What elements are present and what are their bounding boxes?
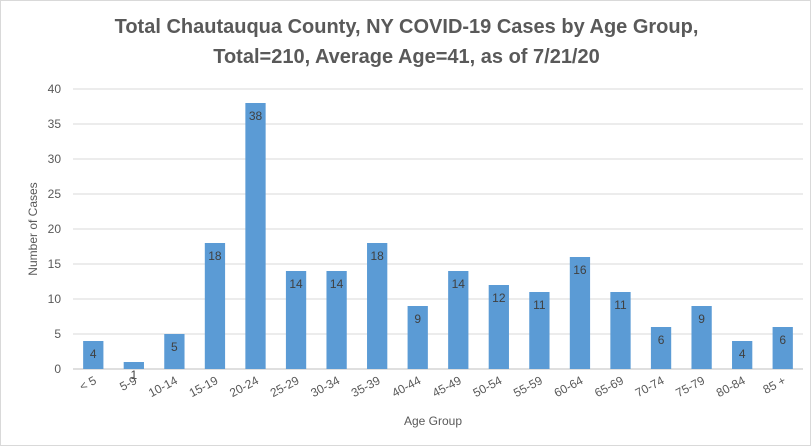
x-tick-label: 80-84 [714,373,748,400]
bar [610,292,631,369]
bar [83,341,104,369]
y-tick-label: 20 [48,222,62,236]
x-tick-label: 20-24 [227,373,261,400]
data-label: 12 [492,291,506,305]
data-label: 9 [414,312,421,326]
y-tick-label: 40 [48,82,62,96]
data-label: 9 [698,312,705,326]
data-label: 5 [171,340,178,354]
x-tick-label: 75-79 [673,373,707,400]
bar [569,257,591,369]
bar [691,306,712,369]
y-tick-label: 0 [54,362,61,376]
bar [245,103,266,369]
bar [772,327,793,369]
bar [285,271,307,369]
x-tick-label: 85 + [761,373,789,396]
y-tick-label: 5 [54,327,61,341]
data-label: 6 [779,333,786,347]
bar [529,292,550,369]
bar [123,362,144,369]
x-tick-label: 55-59 [511,373,545,400]
data-label: 18 [370,249,384,263]
y-tick-label: 15 [48,257,62,271]
gridlines [73,88,803,370]
x-tick-label: 60-64 [552,373,586,400]
bar [204,243,226,369]
data-label: 38 [249,109,263,123]
data-label: 4 [739,347,746,361]
data-label: 6 [658,333,665,347]
x-tick-label: 65-69 [592,373,626,400]
y-axis-title: Number of Cases [26,182,40,275]
bar [164,334,185,369]
x-tick-label: 45-49 [430,373,464,400]
x-tick-label: 70-74 [633,373,667,400]
bar [732,341,753,369]
x-tick-label: < 5 [77,373,99,394]
bars: 4 1 5 18 38 14 14 18 9 14 12 11 16 11 6 9 4 6 [83,103,793,382]
data-label: 11 [533,298,546,312]
x-tick-label: 15-19 [187,373,221,400]
x-tick-label: 25-29 [268,373,302,400]
bar [367,243,388,369]
data-label: 1 [130,368,137,382]
x-tick-label: 40-44 [389,373,423,400]
bar [650,327,672,369]
x-axis-title: Age Group [404,414,462,428]
x-tick-label: 10-14 [146,373,180,400]
data-label: 14 [289,277,303,291]
data-label: 14 [330,277,344,291]
x-tick-label: 50-54 [471,373,505,400]
data-label: 4 [90,347,97,361]
bar [488,285,509,369]
bar [448,271,469,369]
bar [407,306,428,369]
x-axis-ticks: < 5 5-9 10-14 15-19 20-24 25-29 30-34 35-39 40-4… [77,373,788,400]
data-label: 18 [208,249,222,263]
data-label: 14 [452,277,466,291]
chart-title: Total Chautauqua County, NY COVID-19 Cas… [114,16,699,38]
bar [326,271,347,369]
y-axis-ticks: 0 5 10 15 20 25 30 35 40 [48,82,62,376]
chart-subtitle: Total=210, Average Age=41, as of 7/21/20 [213,46,600,68]
data-label: 11 [614,298,627,312]
x-tick-label: 35-39 [349,373,383,400]
y-tick-label: 10 [48,292,62,306]
y-tick-label: 35 [48,117,62,131]
y-tick-label: 25 [48,187,62,201]
data-label: 16 [573,263,587,277]
y-tick-label: 30 [48,152,62,166]
x-tick-label: 30-34 [308,373,342,400]
